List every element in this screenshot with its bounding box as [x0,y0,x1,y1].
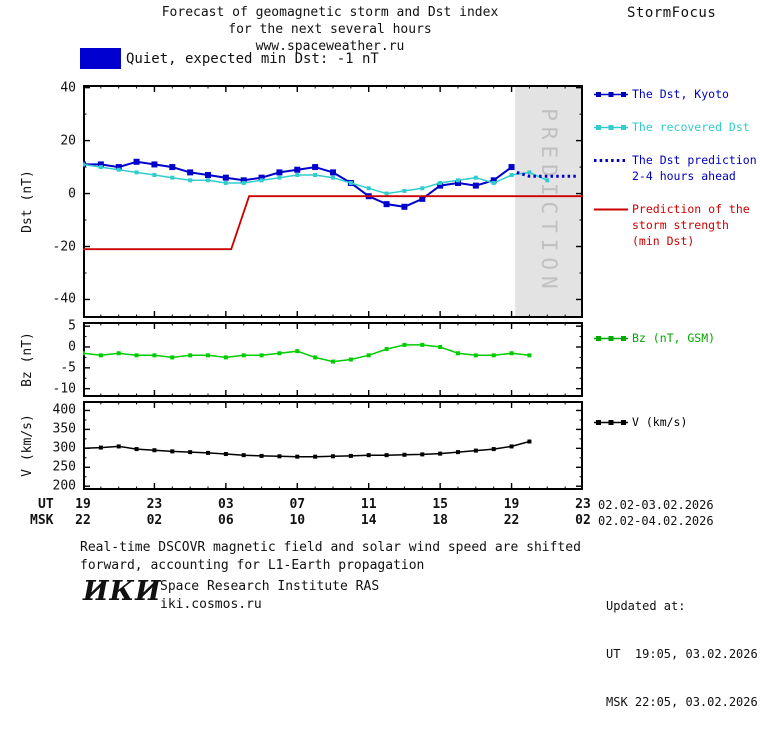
legend-item: Prediction of the storm strength (min Dst) [593,201,760,249]
dst-prediction-line [516,170,576,178]
v-speed-line [83,440,530,458]
dst-chart: PREDICTION [83,85,583,318]
v-chart [83,401,583,490]
status-text: Quiet, expected min Dst: -1 nT [126,51,379,67]
x-tick-label: 06 [218,513,234,528]
footnote: Real-time DSCOVR magnetic field and sola… [80,539,581,574]
y-tick-label: 250 [52,459,76,475]
institute-name: Space Research Institute RAS [160,579,380,594]
y-tick-label: 350 [52,421,76,437]
title-url: www.spaceweather.ru [255,39,405,54]
legend-marker-dotted-line [594,159,628,162]
x-tick-label: 22 [75,513,91,528]
y-tick-label: 200 [52,478,76,494]
v-legend: V (km/s) [593,414,760,430]
bz-plot: 5 0 -5 -10 [53,319,583,397]
legend-label: Prediction of the storm strength (min Dst) [632,202,750,248]
status-swatch [80,48,121,69]
v-plot: 400 350 300 250 200 [53,401,583,494]
v-ytick-labels: 400 350 300 250 200 [32,401,76,494]
x-tick-label: 14 [360,513,377,528]
bz-ytick-labels: 5 0 -5 -10 [32,318,76,397]
y-tick-label: 400 [52,402,76,418]
x-tick-label: 02 [146,513,163,528]
legend-marker-line [594,208,628,211]
updated-block: Updated at: UT 19:05, 03.02.2026 MSK 22:… [606,566,758,742]
x-tick-label: 23 [146,497,163,512]
ut-date-range: 02.02-03.02.2026 [598,498,714,512]
legend-item: Bz (nT, GSM) [593,330,760,346]
y-tick-label: -5 [60,360,76,376]
x-tick-label: 19 [503,497,520,512]
x-tick-label: 18 [432,513,448,528]
plot-frame [83,85,583,318]
legend-item: The Dst, Kyoto [593,86,760,102]
v-speed-markers [83,439,532,459]
x-tick-label: 03 [218,497,234,512]
y-tick-label: -40 [52,291,76,307]
legend-item: V (km/s) [593,414,760,430]
dst-plot: 40 20 0 -20 -40 PREDICTION [53,80,583,318]
updated-label: Updated at: [606,599,686,613]
dst-ytick-labels: 40 20 0 -20 -40 [32,80,76,318]
plot-frame [83,401,583,490]
storm-strength-line [83,195,583,251]
y-tick-label: 20 [60,133,76,149]
figure-title: Forecast of geomagnetic storm and Dst in… [60,4,600,55]
title-line-1: Forecast of geomagnetic storm and Dst in… [161,5,499,20]
footnote-line-1: Real-time DSCOVR magnetic field and sola… [80,540,581,555]
y-tick-label: 40 [60,80,76,96]
prediction-band-label: PREDICTION [537,108,561,294]
legend-marker-squares-line [594,336,628,341]
bz-gsm-markers [83,342,532,364]
dst-recovered-markers [83,162,550,196]
bz-gsm-line [83,344,530,363]
x-tick-label: 11 [360,497,377,512]
x-tick-label: 15 [432,497,448,512]
y-tick-label: 5 [68,318,76,334]
legend-label: The recovered Dst [632,120,750,134]
x-tick-label: 02 [575,513,591,528]
legend-marker-squares-line [594,125,628,130]
updated-msk: MSK 22:05, 03.02.2026 [606,695,758,709]
legend-label: The Dst prediction 2-4 hours ahead [632,153,757,183]
brand-stormfocus: StormFocus [627,5,717,21]
y-tick-label: 0 [68,339,76,355]
iki-logo: ИКИ [83,576,162,607]
x-tick-label: 10 [289,513,306,528]
y-tick-label: -10 [52,381,76,397]
x-tick-label: 22 [503,513,520,528]
legend-label: The Dst, Kyoto [632,87,729,101]
ut-axis-name: UT [38,497,54,512]
msk-date-range: 02.02-04.02.2026 [598,514,714,528]
updated-ut: UT 19:05, 03.02.2026 [606,647,758,661]
institute-site: iki.cosmos.ru [160,597,262,612]
legend-item: The Dst prediction 2-4 hours ahead [593,152,760,184]
x-tick-label: 23 [575,497,591,512]
legend-label: V (km/s) [632,415,688,429]
legend-marker-squares-line [594,420,628,425]
y-tick-label: 300 [52,440,76,456]
bz-chart [83,322,583,397]
legend-marker-squares-line [594,92,628,97]
x-tick-label: 19 [75,497,91,512]
footnote-line-2: forward, accounting for L1-Earth propaga… [80,557,425,573]
dst-legend: The Dst, Kyoto The recovered Dst The Dst p… [593,86,760,249]
prediction-band [515,86,582,317]
x-tick-label: 07 [289,497,306,512]
msk-axis-name: MSK [30,513,54,528]
msk-axis-row: 22 02 06 10 14 18 22 02 [75,513,591,529]
plot-frame [83,322,583,397]
ut-axis-row: 19 23 03 07 11 15 19 23 [75,497,591,513]
y-tick-label: -20 [52,239,76,254]
legend-item: The recovered Dst [593,119,760,135]
title-line-2: for the next several hours [228,22,432,37]
bz-legend: Bz (nT, GSM) [593,330,760,346]
y-tick-label: 0 [68,186,76,202]
legend-label: Bz (nT, GSM) [632,331,716,345]
